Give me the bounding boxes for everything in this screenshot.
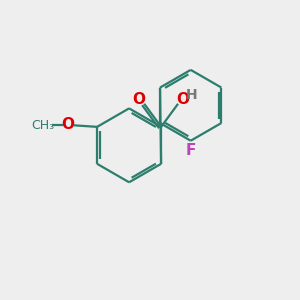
Text: O: O: [132, 92, 145, 106]
Text: H: H: [186, 88, 198, 101]
Text: CH₃: CH₃: [32, 119, 55, 132]
Text: O: O: [61, 117, 74, 132]
Text: F: F: [185, 143, 196, 158]
Text: O: O: [176, 92, 189, 106]
